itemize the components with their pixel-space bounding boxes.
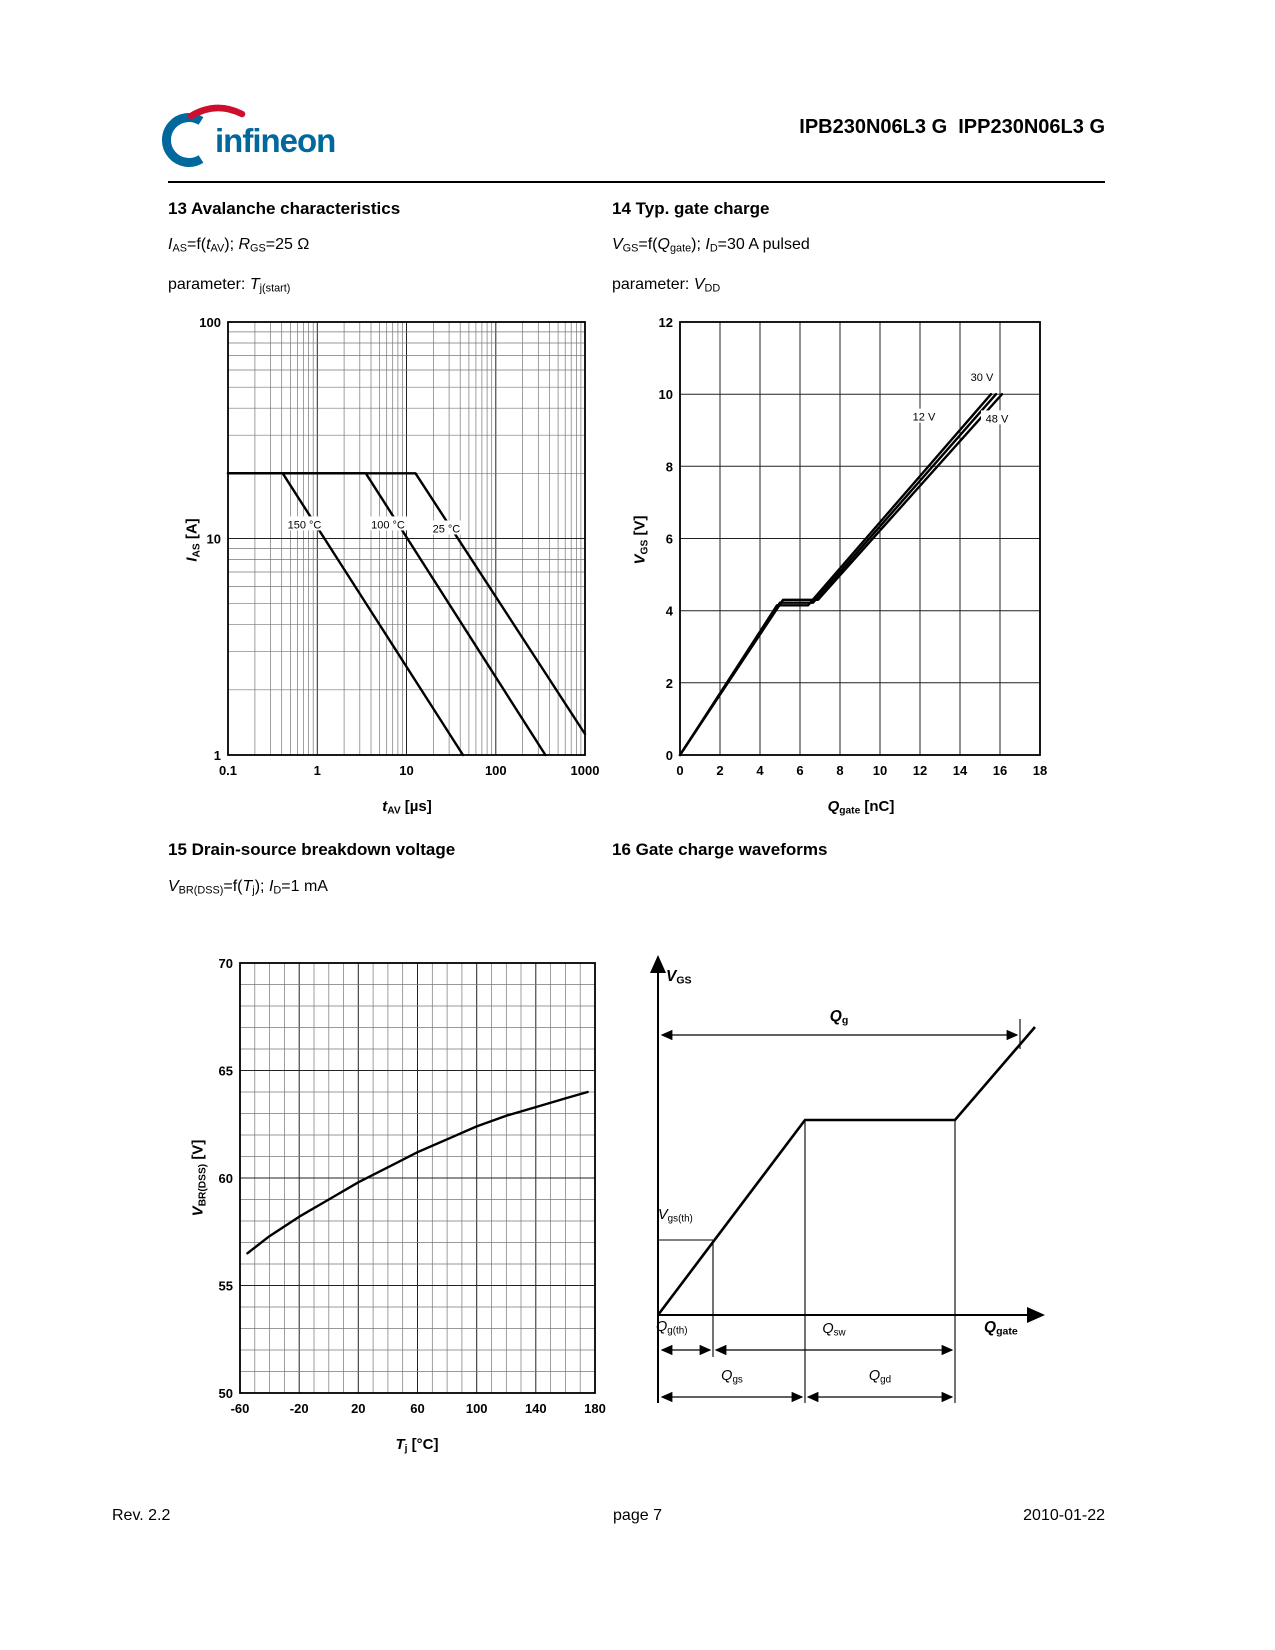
svg-text:0: 0 <box>676 763 683 778</box>
svg-text:4: 4 <box>756 763 764 778</box>
svg-text:180: 180 <box>584 1401 606 1416</box>
section-15-title: 15 Drain-source breakdown voltage <box>168 840 456 859</box>
infineon-logo: infineon <box>162 104 336 167</box>
svg-text:100: 100 <box>199 315 221 330</box>
svg-text:65: 65 <box>219 1064 233 1079</box>
svg-text:0.1: 0.1 <box>219 763 237 778</box>
svg-text:100 °C: 100 °C <box>371 519 405 531</box>
section-14-conditions: VGS=f(Qgate); ID=30 A pulsed <box>612 236 810 255</box>
breakdown-x-axis-label: Tj [°C] <box>395 1436 439 1455</box>
header-rule <box>168 181 1105 183</box>
svg-text:-20: -20 <box>290 1401 309 1416</box>
svg-text:100: 100 <box>485 763 507 778</box>
section-16-title: 16 Gate charge waveforms <box>612 840 828 859</box>
svg-text:50: 50 <box>219 1386 233 1401</box>
logo-wordmark: infineon <box>215 122 335 159</box>
section-13-parameter: parameter: Tj(start) <box>168 276 291 295</box>
avalanche-y-axis-label: IAS [A] <box>183 518 203 562</box>
waveform-qgs-label: Qgs <box>721 1368 743 1386</box>
gate-charge-waveform-curve <box>656 1026 1036 1316</box>
svg-text:100: 100 <box>466 1401 488 1416</box>
svg-text:18: 18 <box>1033 763 1047 778</box>
svg-text:4: 4 <box>666 604 674 619</box>
svg-text:12: 12 <box>913 763 927 778</box>
svg-text:1: 1 <box>314 763 321 778</box>
gate-charge-y-axis-label: VGS [V] <box>631 515 651 565</box>
svg-text:10: 10 <box>659 387 673 402</box>
svg-text:14: 14 <box>953 763 968 778</box>
breakdown-y-axis-label: VBR(DSS) [V] <box>189 1139 209 1217</box>
footer-page-number: page 7 <box>613 1507 662 1524</box>
svg-text:6: 6 <box>666 532 673 547</box>
logo-circle-icon <box>162 113 204 167</box>
footer-revision: Rev. 2.2 <box>112 1507 171 1524</box>
svg-text:1: 1 <box>214 748 221 763</box>
svg-text:2: 2 <box>666 676 673 691</box>
section-13-title: 13 Avalanche characteristics <box>168 199 401 218</box>
svg-text:12: 12 <box>659 315 673 330</box>
waveform-vgs-axis-label: VGS <box>666 968 692 987</box>
svg-text:16: 16 <box>993 763 1007 778</box>
svg-text:2: 2 <box>716 763 723 778</box>
avalanche-x-axis-label: tAV [µs] <box>382 798 432 817</box>
gate-charge-x-axis-label: Qgate [nC] <box>827 798 895 817</box>
svg-text:25 °C: 25 °C <box>433 524 461 536</box>
svg-text:48 V: 48 V <box>986 413 1009 425</box>
footer-date: 2010-01-22 <box>1023 1507 1105 1524</box>
svg-text:55: 55 <box>219 1279 233 1294</box>
svg-text:10: 10 <box>399 763 413 778</box>
section-14-title: 14 Typ. gate charge <box>612 199 770 218</box>
svg-text:8: 8 <box>836 763 843 778</box>
svg-text:70: 70 <box>219 956 233 971</box>
section-13-conditions: IAS=f(tAV); RGS=25 Ω <box>168 236 310 255</box>
breakdown-voltage-chart: -60 -20 20 60 100 140 180 50 55 60 65 70 <box>219 956 606 1416</box>
svg-text:6: 6 <box>796 763 803 778</box>
svg-text:-60: -60 <box>231 1401 250 1416</box>
waveform-vgsth-label: Vgs(th) <box>658 1207 693 1225</box>
svg-text:10: 10 <box>873 763 887 778</box>
svg-text:0: 0 <box>666 748 673 763</box>
svg-text:140: 140 <box>525 1401 547 1416</box>
waveform-qgth-label: Qg(th) <box>656 1319 688 1337</box>
waveform-qgd-label: Qgd <box>868 1368 892 1386</box>
svg-text:150 °C: 150 °C <box>288 519 322 531</box>
svg-text:30 V: 30 V <box>971 372 994 384</box>
waveform-qsw-label: Qsw <box>822 1321 846 1339</box>
svg-text:1000: 1000 <box>571 763 600 778</box>
waveform-qg-label: Qg <box>829 1008 849 1027</box>
logo-red-arc-icon <box>187 104 246 120</box>
section-15-conditions: VBR(DSS)=f(Tj); ID=1 mA <box>168 878 328 897</box>
svg-text:10: 10 <box>207 532 221 547</box>
svg-text:60: 60 <box>219 1171 233 1186</box>
waveform-qgate-axis-label: Qgate <box>984 1319 1018 1338</box>
svg-text:8: 8 <box>666 459 673 474</box>
gate-charge-chart: 0 2 4 6 8 10 12 14 16 18 0 2 4 6 8 10 12 12 V 30 V 48 V <box>659 315 1048 778</box>
section-14-parameter: parameter: VDD <box>612 276 721 295</box>
gate-charge-waveform-diagram <box>650 955 1045 1403</box>
document-part-numbers: IPB230N06L3 G IPP230N06L3 G <box>799 116 1105 138</box>
svg-text:60: 60 <box>410 1401 424 1416</box>
svg-text:12 V: 12 V <box>913 412 936 424</box>
svg-text:20: 20 <box>351 1401 365 1416</box>
